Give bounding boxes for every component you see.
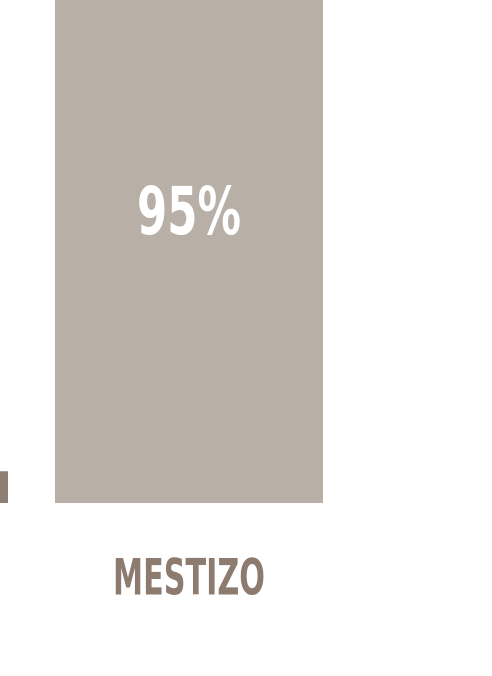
value-label: 95% [137, 173, 241, 250]
bar [0, 471, 8, 503]
bar [55, 0, 323, 503]
category-label: MESTIZO [113, 549, 265, 607]
